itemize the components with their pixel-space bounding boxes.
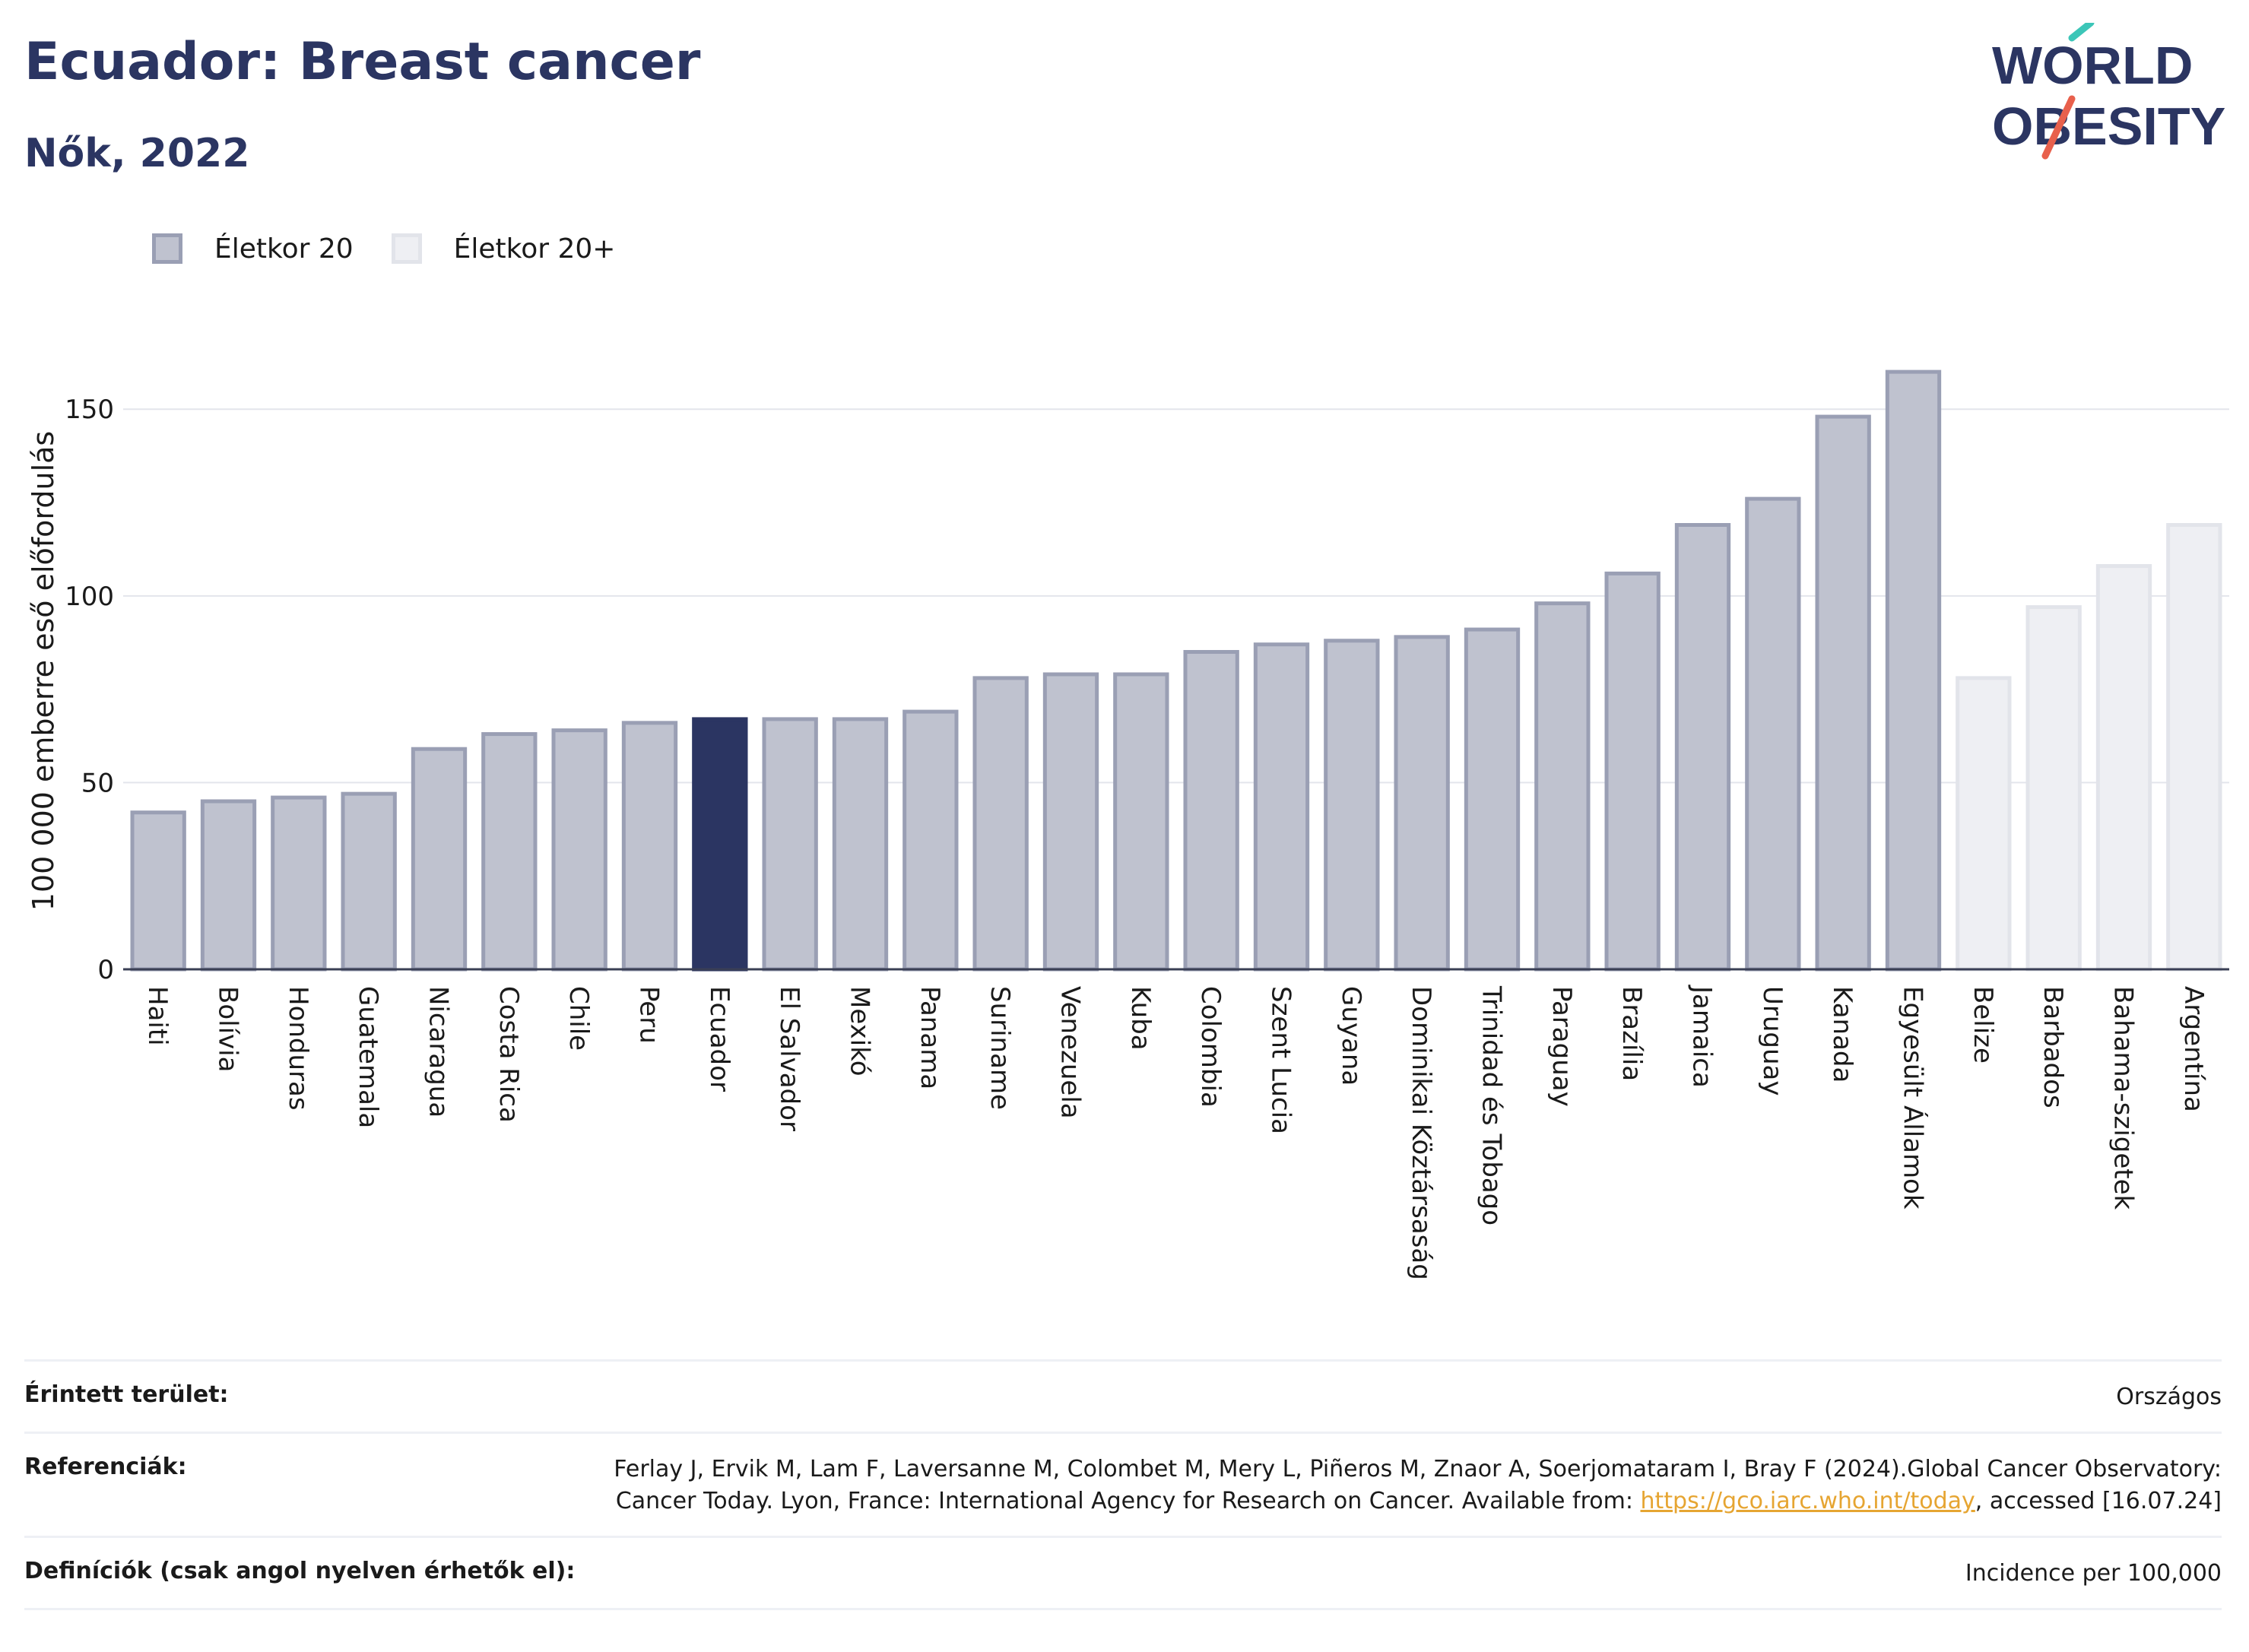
legend-swatch xyxy=(391,233,422,264)
meta-row-references: Referenciák: Ferlay J, Ervik M, Lam F, L… xyxy=(24,1432,2222,1536)
world-obesity-logo: WORLD OBESITY xyxy=(1992,23,2225,160)
y-tick-label: 0 xyxy=(97,955,114,985)
bar xyxy=(1604,571,1661,972)
x-tick-label: Egyesült Államok xyxy=(1898,986,1929,1210)
x-tick-label: Peru xyxy=(634,986,665,1044)
bar xyxy=(341,791,397,972)
bar xyxy=(621,721,678,972)
x-tick-label: Guatemala xyxy=(353,986,383,1128)
bar xyxy=(692,717,748,972)
bar xyxy=(1885,369,1942,972)
x-tick-label: Paraguay xyxy=(1546,986,1577,1107)
x-tick-label: Kuba xyxy=(1125,986,1156,1051)
x-tick-label: Honduras xyxy=(283,986,313,1111)
x-tick-label: Belize xyxy=(1968,986,1998,1064)
x-tick-label: Bolívia xyxy=(213,986,243,1072)
bar xyxy=(902,709,959,972)
bar xyxy=(200,799,257,972)
y-axis-title: 100 000 emberre eső előfordulás xyxy=(27,431,60,911)
bar xyxy=(2166,523,2222,972)
x-tick-label: Uruguay xyxy=(1757,986,1787,1096)
x-tick-label: Chile xyxy=(563,986,594,1051)
bar xyxy=(832,717,889,972)
references-link[interactable]: https://gco.iarc.who.int/today xyxy=(1640,1488,1975,1514)
legend-swatch xyxy=(152,233,182,264)
x-tick-label: Barbados xyxy=(2038,986,2068,1108)
bar xyxy=(1394,635,1450,972)
bar xyxy=(1042,672,1099,972)
bar xyxy=(1745,496,1801,972)
bar xyxy=(271,795,327,972)
meta-row-definitions: Definíciók (csak angol nyelven érhetők e… xyxy=(24,1536,2222,1610)
x-tick-label: Ecuador xyxy=(704,986,734,1092)
bar xyxy=(972,676,1029,972)
references-accessed: , accessed [16.07.24] xyxy=(1975,1488,2222,1514)
area-value: Országos xyxy=(2116,1384,2222,1410)
chart-subtitle: Nők, 2022 xyxy=(24,131,250,176)
logo-line1: WORLD xyxy=(1992,36,2193,95)
bar xyxy=(1956,676,2012,972)
bar xyxy=(1534,601,1591,972)
x-tick-label: Bahama-szigetek xyxy=(2108,986,2139,1210)
x-tick-label: Venezuela xyxy=(1055,986,1086,1119)
x-tick-label: Mexikó xyxy=(845,986,875,1076)
x-tick-label: Szent Lucia xyxy=(1266,986,1296,1134)
bar xyxy=(411,747,468,972)
bar xyxy=(1324,639,1380,972)
legend-label: Életkor 20+ xyxy=(453,233,616,265)
chart-legend: Életkor 20 Életkor 20+ xyxy=(152,226,653,271)
chart-title: Ecuador: Breast cancer xyxy=(24,32,701,92)
area-label: Érintett terület: xyxy=(24,1381,229,1408)
bar xyxy=(551,728,607,972)
y-tick-label: 100 xyxy=(65,582,114,612)
bar xyxy=(1464,627,1521,972)
x-tick-label: Brazília xyxy=(1616,986,1647,1081)
definitions-value: Incidence per 100,000 xyxy=(1965,1560,2222,1587)
meta-row-area: Érintett terület: Országos xyxy=(24,1359,2222,1432)
bar xyxy=(1253,642,1310,972)
legend-item-age-20[interactable]: Életkor 20 xyxy=(152,233,354,265)
x-tick-label: Suriname xyxy=(985,986,1015,1110)
x-tick-label: Kanada xyxy=(1827,986,1857,1083)
y-tick-label: 50 xyxy=(81,768,114,798)
x-tick-label: Haiti xyxy=(142,986,173,1046)
x-tick-label: Nicaragua xyxy=(423,986,454,1118)
bar xyxy=(1183,650,1239,972)
references-label: Referenciák: xyxy=(24,1454,187,1480)
y-tick-label: 150 xyxy=(65,395,114,425)
bar xyxy=(2095,564,2152,972)
bar xyxy=(1674,523,1731,972)
bar xyxy=(762,717,818,972)
x-tick-label: Dominikai Köztársaság xyxy=(1406,986,1436,1280)
logo-line2: OBESITY xyxy=(1992,97,2225,156)
x-tick-label: Colombia xyxy=(1195,986,1226,1108)
x-tick-label: Jamaica xyxy=(1687,985,1718,1088)
x-tick-label: El Salvador xyxy=(774,986,804,1131)
references-text: Ferlay J, Ervik M, Lam F, Laversanne M, … xyxy=(614,1456,2222,1514)
metadata-table: Érintett terület: Országos Referenciák: … xyxy=(24,1359,2222,1610)
legend-item-age-20-plus[interactable]: Életkor 20+ xyxy=(391,233,616,265)
references-value: Ferlay J, Ervik M, Lam F, Laversanne M, … xyxy=(564,1454,2222,1517)
bar xyxy=(1815,414,1871,972)
bar xyxy=(130,810,186,972)
bar xyxy=(2025,605,2082,972)
definitions-label: Definíciók (csak angol nyelven érhetők e… xyxy=(24,1558,576,1584)
x-tick-label: Costa Rica xyxy=(493,986,524,1123)
bar xyxy=(481,732,538,972)
legend-label: Életkor 20 xyxy=(214,233,354,265)
x-tick-label: Guyana xyxy=(1336,986,1366,1086)
x-tick-label: Trinidad és Tobago xyxy=(1477,985,1507,1226)
bar xyxy=(1113,672,1169,972)
x-tick-label: Panama xyxy=(915,986,945,1089)
x-tick-label: Argentína xyxy=(2178,986,2209,1112)
